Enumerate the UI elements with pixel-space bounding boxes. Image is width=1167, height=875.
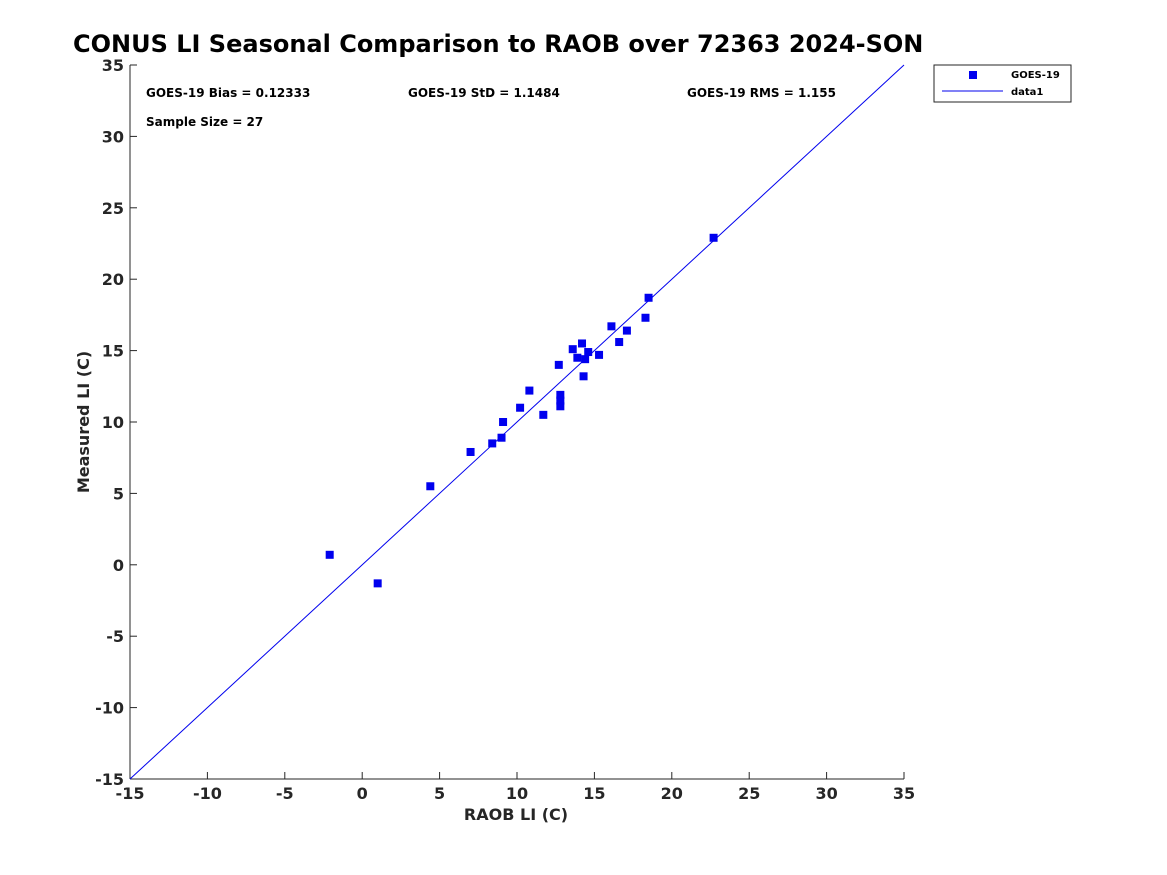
data-point	[615, 338, 624, 347]
data-point	[607, 322, 616, 331]
y-ticks: 35 30 25 20 15 10 5 0 -5 -10 -15	[95, 56, 137, 789]
y-tick-label: -15	[95, 770, 124, 789]
bias-stat: GOES-19 Bias = 0.12333	[146, 86, 310, 100]
x-tick-label: 10	[506, 784, 528, 803]
data-point	[579, 372, 588, 381]
legend-label-data1: data1	[1011, 87, 1043, 98]
data-point	[554, 360, 563, 369]
legend-box	[933, 64, 1072, 103]
data-point	[568, 345, 577, 354]
y-tick-label: -5	[106, 627, 124, 646]
data-point	[466, 447, 475, 456]
data-point	[325, 550, 334, 559]
y-tick-label: 5	[113, 484, 124, 503]
y-tick-label: 30	[102, 127, 124, 146]
data-point	[709, 233, 718, 242]
y-tick-label: 15	[102, 342, 124, 361]
x-tick-label: 25	[738, 784, 760, 803]
data-point	[516, 403, 525, 412]
x-axis-label: RAOB LI (C)	[464, 805, 568, 824]
data-point	[595, 350, 604, 359]
x-tick-label: 20	[661, 784, 683, 803]
x-tick-label: -5	[276, 784, 294, 803]
data-point	[488, 439, 497, 448]
legend-marker-goes-19	[969, 71, 977, 79]
x-tick-label: 15	[583, 784, 605, 803]
data-point	[497, 433, 506, 442]
y-tick-label: 35	[102, 56, 124, 75]
legend: GOES-19 data1	[933, 64, 1072, 103]
x-tick-label: -15	[116, 784, 145, 803]
rms-stat: GOES-19 RMS = 1.155	[687, 86, 836, 100]
x-tick-label: 35	[893, 784, 915, 803]
y-tick-label: -10	[95, 699, 124, 718]
x-tick-label: 30	[815, 784, 837, 803]
y-tick-label: 20	[102, 270, 124, 289]
data-point	[426, 482, 435, 491]
data-point	[578, 339, 587, 348]
data-point	[644, 293, 653, 302]
x-tick-label: 5	[434, 784, 445, 803]
data-point	[573, 353, 582, 362]
y-tick-label: 10	[102, 413, 124, 432]
data-point	[556, 402, 565, 411]
data-point	[556, 396, 565, 405]
scatter-points	[325, 233, 718, 588]
data-point	[641, 313, 650, 322]
data-point	[525, 386, 534, 395]
x-ticks: -15 -10 -5 0 5 10 15 20 25 30 35	[116, 772, 915, 803]
data-point	[373, 579, 382, 588]
y-tick-label: 25	[102, 199, 124, 218]
y-axis-label: Measured LI (C)	[74, 351, 93, 493]
x-tick-label: 0	[357, 784, 368, 803]
legend-label-goes-19: GOES-19	[1011, 70, 1060, 81]
data-point	[499, 418, 508, 426]
chart-title: CONUS LI Seasonal Comparison to RAOB ove…	[73, 30, 923, 58]
data-point	[556, 390, 565, 399]
data-point	[539, 410, 548, 419]
reference-line-data1	[129, 64, 905, 780]
sample-size-stat: Sample Size = 27	[146, 115, 263, 129]
plot-area: -15 -10 -5 0 5 10 15 20 25 30 35 35302520151050-5-…	[95, 56, 915, 803]
data-point	[584, 348, 593, 357]
std-stat: GOES-19 StD = 1.1484	[408, 86, 560, 100]
data-point	[622, 326, 631, 335]
x-tick-label: -10	[193, 784, 222, 803]
y-tick-label: 0	[113, 556, 124, 575]
data-point	[581, 355, 590, 364]
